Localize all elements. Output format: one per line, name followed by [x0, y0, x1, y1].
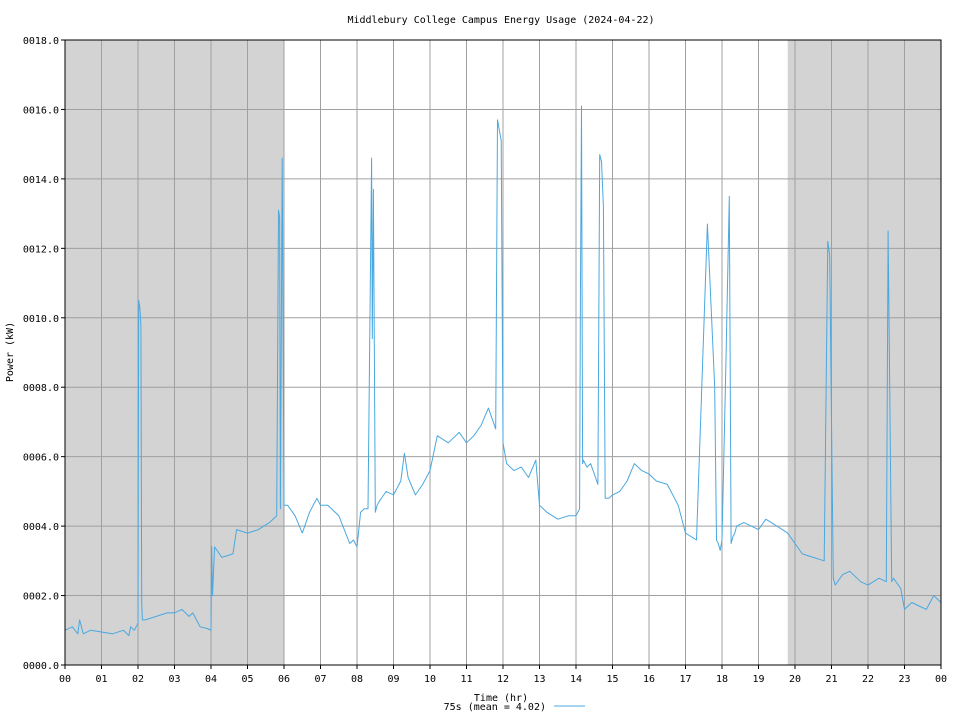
x-tick-label: 15	[606, 674, 618, 685]
y-tick-label: 0018.0	[23, 36, 59, 47]
grid	[65, 40, 941, 665]
chart-title: Middlebury College Campus Energy Usage (…	[347, 15, 654, 26]
y-tick-label: 0002.0	[23, 592, 59, 603]
x-tick-label: 10	[424, 674, 436, 685]
y-axis-label: Power (kW)	[5, 322, 16, 382]
x-tick-labels: 00 01 02 03 04 05 06 07 08 09 10 11 12 13 14 15 16 17 18 19…	[59, 665, 947, 685]
x-tick-label: 13	[533, 674, 545, 685]
series-line	[64, 105, 942, 636]
x-tick-label: 21	[825, 674, 837, 685]
data-series	[64, 105, 942, 636]
x-tick-label: 05	[241, 674, 253, 685]
x-tick-label: 23	[898, 674, 910, 685]
y-tick-label: 0012.0	[23, 244, 59, 255]
x-tick-label: 11	[460, 674, 472, 685]
x-axis-label: Time (hr)	[474, 693, 528, 704]
shaded-region-1	[787, 40, 941, 665]
x-tick-label: 06	[278, 674, 290, 685]
legend-label: 75s (mean = 4.02)	[444, 702, 546, 713]
x-tick-label: 19	[752, 674, 764, 685]
legend: 75s (mean = 4.02)	[444, 702, 585, 713]
x-tick-label: 18	[716, 674, 728, 685]
x-tick-label: 02	[132, 674, 144, 685]
x-tick-label: 03	[168, 674, 180, 685]
y-tick-label: 0016.0	[23, 105, 59, 116]
x-tick-label: 04	[205, 674, 217, 685]
y-tick-label: 0010.0	[23, 314, 59, 325]
x-tick-label: 16	[643, 674, 655, 685]
x-tick-label: 07	[314, 674, 326, 685]
y-tick-label: 0000.0	[23, 661, 59, 672]
x-tick-label: 08	[351, 674, 363, 685]
y-tick-label: 0006.0	[23, 453, 59, 464]
x-tick-label: 09	[387, 674, 399, 685]
x-tick-label: 00	[59, 674, 71, 685]
y-tick-label: 0004.0	[23, 522, 59, 533]
x-tick-label: 20	[789, 674, 801, 685]
x-tick-label: 22	[862, 674, 874, 685]
y-tick-labels: 0000.0 0002.0 0004.0 0006.0 0008.0 0010.0 0012…	[23, 36, 65, 672]
y-tick-label: 0008.0	[23, 383, 59, 394]
x-tick-label: 01	[95, 674, 107, 685]
x-tick-label: 14	[570, 674, 582, 685]
x-tick-label: 17	[679, 674, 691, 685]
x-tick-label: 00	[935, 674, 947, 685]
x-tick-label: 12	[497, 674, 509, 685]
y-tick-label: 0014.0	[23, 175, 59, 186]
